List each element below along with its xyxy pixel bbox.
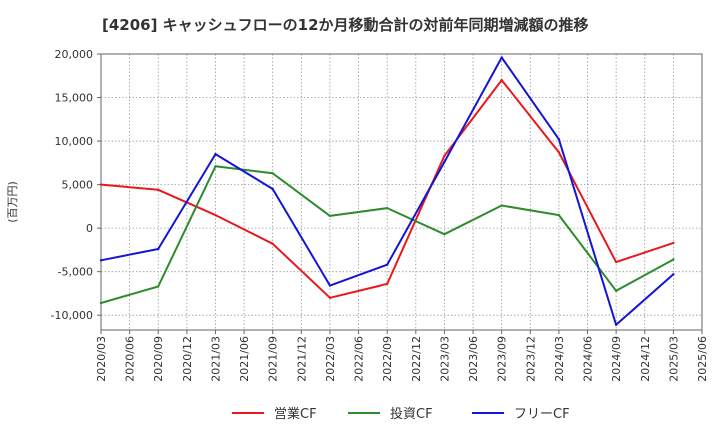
grid-layer	[100, 53, 703, 330]
data-point	[500, 78, 503, 82]
data-point	[157, 285, 160, 288]
x-tick-label: 2022/12	[410, 336, 423, 382]
x-tick-label: 2024/09	[610, 336, 623, 382]
data-point	[157, 247, 160, 251]
x-tick-label: 2024/12	[639, 336, 652, 382]
x-tick-label: 2025/03	[667, 336, 680, 382]
x-tick-label: 2024/06	[582, 336, 595, 382]
legend-label: 営業CF	[274, 406, 317, 422]
y-tick-label: 15,000	[55, 92, 94, 105]
x-tick-label: 2025/06	[696, 336, 709, 382]
chart-title: [4206] キャッシュフローの12か月移動合計の対前年同期増減額の推移	[102, 16, 589, 34]
data-point	[672, 273, 675, 276]
legend: 営業CF 投資CF フリーCF	[232, 406, 570, 422]
data-point	[271, 242, 274, 246]
data-point	[614, 323, 618, 326]
data-point	[271, 187, 274, 191]
y-tick-label: -5,000	[58, 266, 93, 279]
data-point	[500, 204, 503, 207]
y-tick-label: 10,000	[55, 135, 94, 148]
data-point	[614, 289, 618, 293]
data-point	[500, 56, 503, 59]
x-tick-label: 2020/03	[95, 336, 108, 382]
plot-frame	[100, 53, 703, 331]
data-point	[672, 258, 675, 261]
data-point	[157, 188, 160, 192]
x-tick-label: 2022/09	[381, 336, 394, 382]
legend-label: フリーCF	[514, 407, 570, 422]
data-point	[328, 284, 332, 287]
x-tick-label: 2021/12	[295, 336, 308, 382]
data-point	[443, 160, 446, 164]
data-point	[557, 151, 561, 154]
data-point	[385, 206, 389, 210]
x-tick-label: 2021/09	[267, 336, 280, 382]
data-point	[385, 263, 389, 266]
data-point	[614, 260, 618, 264]
y-tick-label: 0	[86, 222, 93, 235]
x-tick-label: 2023/09	[496, 336, 509, 382]
x-tick-label: 2023/06	[467, 336, 480, 382]
axis-layer	[97, 53, 703, 334]
data-point	[557, 138, 561, 141]
series-layer	[99, 56, 675, 326]
y-tick-label: -10,000	[51, 309, 93, 322]
data-point	[328, 214, 332, 218]
y-axis-label: (百万円)	[6, 181, 19, 223]
data-point	[214, 165, 217, 168]
x-tick-label: 2020/12	[181, 336, 194, 382]
data-point	[214, 213, 217, 217]
data-point	[99, 301, 103, 305]
data-point	[443, 233, 446, 236]
tick-labels: 20,000 15,000 10,000 5,000 0 -5,000 -10,000 202…	[51, 48, 709, 382]
data-point	[443, 154, 446, 158]
data-point	[214, 152, 217, 156]
data-point	[99, 259, 103, 262]
x-tick-label: 2024/03	[553, 336, 566, 382]
x-tick-label: 2023/12	[524, 336, 537, 382]
x-tick-label: 2020/09	[152, 336, 165, 382]
legend-label: 投資CF	[390, 406, 433, 422]
x-tick-label: 2021/06	[238, 336, 251, 382]
y-tick-label: 20,000	[55, 48, 94, 61]
y-tick-label: 5,000	[62, 179, 94, 192]
x-tick-label: 2021/03	[209, 336, 222, 382]
x-tick-label: 2022/03	[324, 336, 337, 382]
data-point	[385, 282, 389, 286]
data-point	[271, 172, 274, 175]
data-point	[557, 213, 561, 217]
data-point	[99, 183, 103, 186]
x-tick-label: 2022/06	[353, 336, 366, 382]
data-point	[328, 296, 332, 299]
data-point	[672, 241, 675, 245]
x-tick-label: 2020/06	[124, 336, 137, 382]
x-tick-label: 2023/03	[438, 336, 451, 382]
